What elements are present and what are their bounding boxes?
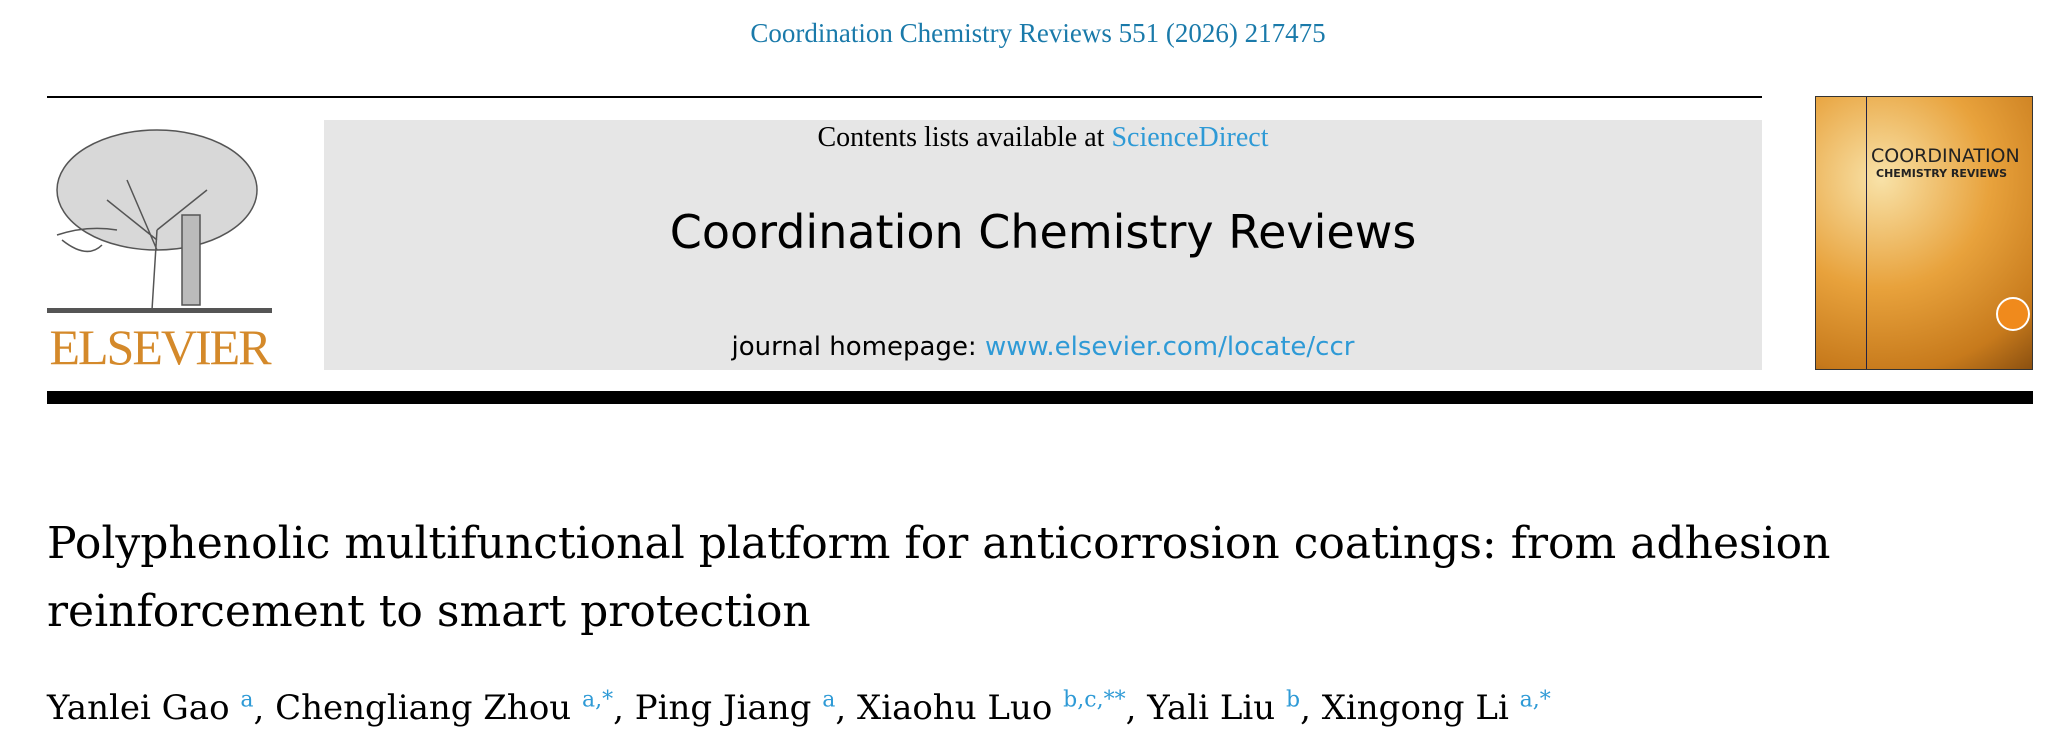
journal-title: Coordination Chemistry Reviews [669, 205, 1417, 259]
author-name: Chengliang Zhou [275, 688, 572, 729]
author-affiliation[interactable]: a [240, 688, 254, 713]
article-title: Polyphenolic multifunctional platform fo… [47, 518, 1831, 637]
divider [47, 96, 1762, 98]
author[interactable]: Xingong Li a,* [1322, 688, 1551, 728]
author-name: Xingong Li [1321, 688, 1509, 729]
contents-prefix: Contents lists available at [817, 122, 1105, 153]
elsevier-wordmark: ELSEVIER [49, 319, 271, 375]
author-list: Yanlei Gao a, Chengliang Zhou a,*, Ping … [47, 688, 1551, 729]
homepage-prefix: journal homepage: [731, 332, 977, 362]
thick-divider [47, 391, 2033, 404]
author-name: Yali Liu [1147, 688, 1276, 729]
author[interactable]: Yanlei Gao a [47, 688, 254, 728]
author-affiliation[interactable]: a,* [582, 688, 614, 713]
author-name: Xiaohu Luo [856, 688, 1053, 729]
contents-line: Contents lists available at ScienceDirec… [324, 122, 1762, 154]
elsevier-logo: ELSEVIER [47, 120, 272, 372]
homepage-link[interactable]: www.elsevier.com/locate/ccr [984, 332, 1355, 362]
author[interactable]: Xiaohu Luo b,c,** [857, 688, 1126, 728]
journal-banner: Contents lists available at ScienceDirec… [324, 120, 1762, 370]
journal-citation[interactable]: Coordination Chemistry Reviews 551 (2026… [750, 18, 1326, 48]
tree-icon [47, 129, 272, 313]
author-affiliation[interactable]: b,c,** [1063, 688, 1126, 713]
author-name: Yanlei Gao [47, 688, 230, 729]
impact-badge-icon [1996, 297, 2030, 331]
homepage-line: journal homepage: www.elsevier.com/locat… [324, 332, 1762, 362]
cover-subtitle: CHEMISTRY REVIEWS [1876, 167, 2008, 180]
journal-cover[interactable]: COORDINATION CHEMISTRY REVIEWS [1815, 96, 2033, 370]
sciencedirect-link[interactable]: ScienceDirect [1111, 122, 1269, 153]
author-affiliation[interactable]: a,* [1519, 688, 1551, 713]
author-name: Ping Jiang [634, 688, 812, 729]
author-affiliation[interactable]: b [1285, 688, 1301, 713]
author[interactable]: Chengliang Zhou a,* [275, 688, 613, 728]
author[interactable]: Yali Liu b [1147, 688, 1300, 728]
author-affiliation[interactable]: a [822, 688, 836, 713]
cover-line [1866, 97, 1867, 369]
cover-title: COORDINATION [1871, 145, 2020, 167]
author[interactable]: Ping Jiang a [635, 688, 836, 728]
